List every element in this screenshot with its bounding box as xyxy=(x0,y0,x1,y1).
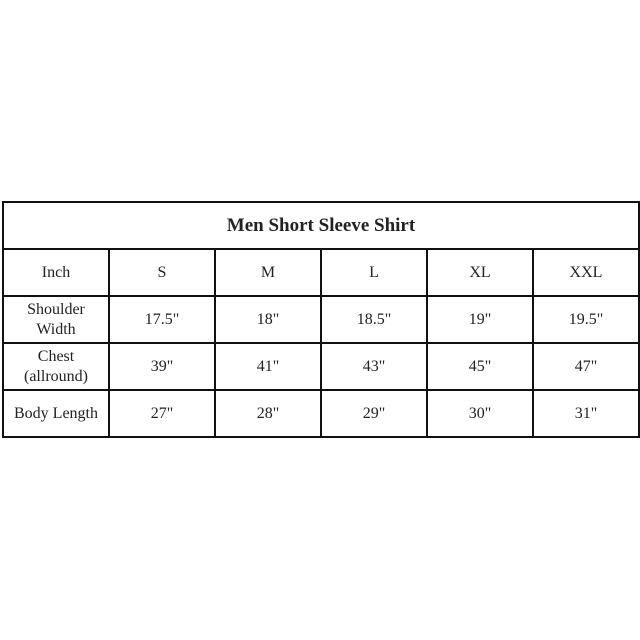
header-cell: L xyxy=(320,248,428,297)
header-cell: Inch xyxy=(2,248,110,297)
table-cell: 19.5" xyxy=(532,295,640,344)
row-label-line: Width xyxy=(36,320,76,338)
table-cell: 30" xyxy=(426,389,534,438)
row-label-line: Body Length xyxy=(14,404,98,422)
table-cell: 18.5" xyxy=(320,295,428,344)
table-cell: 18" xyxy=(214,295,322,344)
row-label: Body Length xyxy=(2,389,110,438)
table-cell: 19" xyxy=(426,295,534,344)
table-cell: 31" xyxy=(532,389,640,438)
header-cell: M xyxy=(214,248,322,297)
table-cell: 47" xyxy=(532,342,640,391)
table-row-shoulder-width: Shoulder Width 17.5" 18" 18.5" 19" 19.5" xyxy=(2,295,640,344)
size-chart-table: Men Short Sleeve Shirt Inch S M L XL XXL… xyxy=(2,201,640,438)
table-cell: 39" xyxy=(108,342,216,391)
header-row: Inch S M L XL XXL xyxy=(2,248,640,297)
header-cell: XXL xyxy=(532,248,640,297)
table-cell: 41" xyxy=(214,342,322,391)
table-title: Men Short Sleeve Shirt xyxy=(2,201,640,250)
row-label: Chest (allround) xyxy=(2,342,110,391)
table-cell: 27" xyxy=(108,389,216,438)
row-label: Shoulder Width xyxy=(2,295,110,344)
table-row-chest: Chest (allround) 39" 41" 43" 45" 47" xyxy=(2,342,640,391)
table-row-body-length: Body Length 27" 28" 29" 30" 31" xyxy=(2,389,640,438)
row-label-line: (allround) xyxy=(24,367,88,385)
header-cell: XL xyxy=(426,248,534,297)
table-cell: 29" xyxy=(320,389,428,438)
row-label-line: Chest xyxy=(37,347,75,365)
table-cell: 28" xyxy=(214,389,322,438)
row-label-line: Shoulder xyxy=(27,300,85,318)
table-cell: 17.5" xyxy=(108,295,216,344)
table-cell: 43" xyxy=(320,342,428,391)
table-cell: 45" xyxy=(426,342,534,391)
header-cell: S xyxy=(108,248,216,297)
